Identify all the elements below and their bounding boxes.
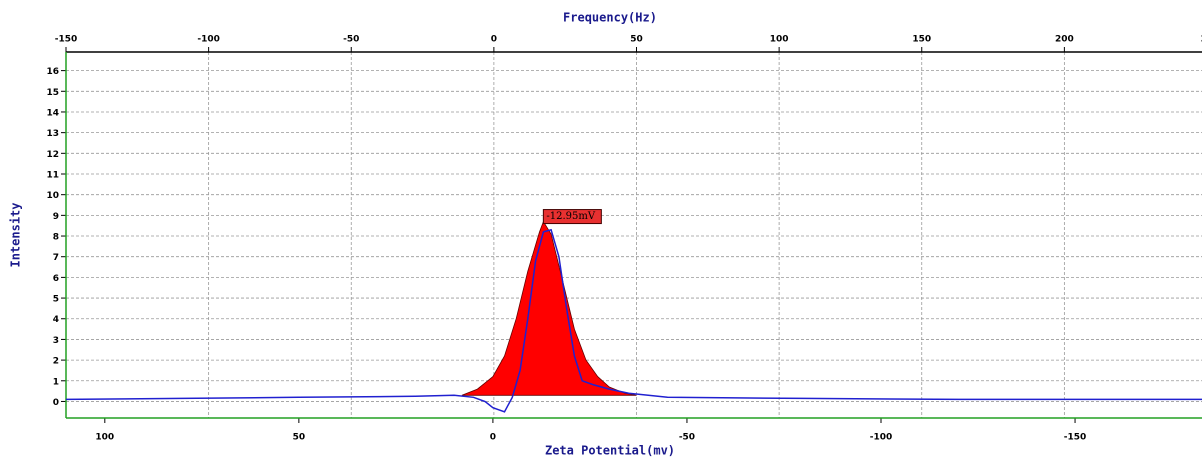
y-tick-label: 7 (53, 253, 59, 263)
y-tick-label: 13 (46, 129, 59, 139)
area (461, 220, 637, 396)
y-tick-label: 16 (46, 67, 59, 77)
y-tick-label: 6 (53, 274, 59, 284)
top-tick-label: 200 (1055, 35, 1074, 45)
bottom-tick-label: 50 (293, 433, 306, 443)
bottom-tick-label: -100 (870, 433, 893, 443)
y-tick-label: 4 (53, 315, 59, 325)
y-tick-label: 11 (46, 171, 59, 181)
annotation: -12.95mV (546, 211, 595, 222)
y-tick-label: 1 (53, 377, 59, 387)
top-tick-label: 25 (1201, 35, 1202, 45)
y-tick-label: 12 (46, 150, 59, 160)
y-tick-label: 15 (46, 88, 59, 98)
y-tick-label: 0 (53, 398, 59, 408)
top-tick-label: 100 (770, 35, 789, 45)
y-tick-label: 10 (46, 191, 59, 201)
top-tick-label: 50 (630, 35, 643, 45)
top-axis-title: Frequency(Hz) (563, 11, 657, 25)
bottom-tick-label: -50 (679, 433, 695, 443)
top-tick-label: -50 (343, 35, 359, 45)
y-tick-label: 2 (53, 357, 59, 367)
top-tick-label: 0 (491, 35, 497, 45)
bottom-tick-label: 0 (490, 433, 496, 443)
y-tick-label: 14 (46, 108, 59, 118)
top-tick-label: -100 (197, 35, 220, 45)
line (65, 228, 1202, 413)
y-tick-label: 5 (53, 295, 59, 305)
top-tick-label: 150 (912, 35, 931, 45)
bottom-axis-title: Zeta Potential(mv) (545, 444, 675, 458)
y-tick-label: 9 (53, 212, 59, 222)
bottom-tick-label: 100 (95, 433, 114, 443)
y-tick-label: 8 (53, 233, 59, 243)
y-axis-title: Intensity (9, 202, 23, 267)
bottom-tick-label: -150 (1064, 433, 1087, 443)
top-tick-label: -150 (55, 35, 78, 45)
annotation-box (542, 209, 602, 225)
y-tick-label: 3 (53, 336, 59, 346)
